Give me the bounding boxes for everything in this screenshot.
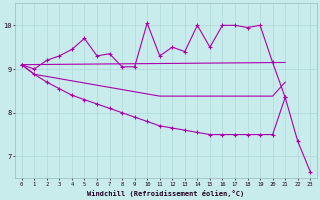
X-axis label: Windchill (Refroidissement éolien,°C): Windchill (Refroidissement éolien,°C) <box>87 190 244 197</box>
